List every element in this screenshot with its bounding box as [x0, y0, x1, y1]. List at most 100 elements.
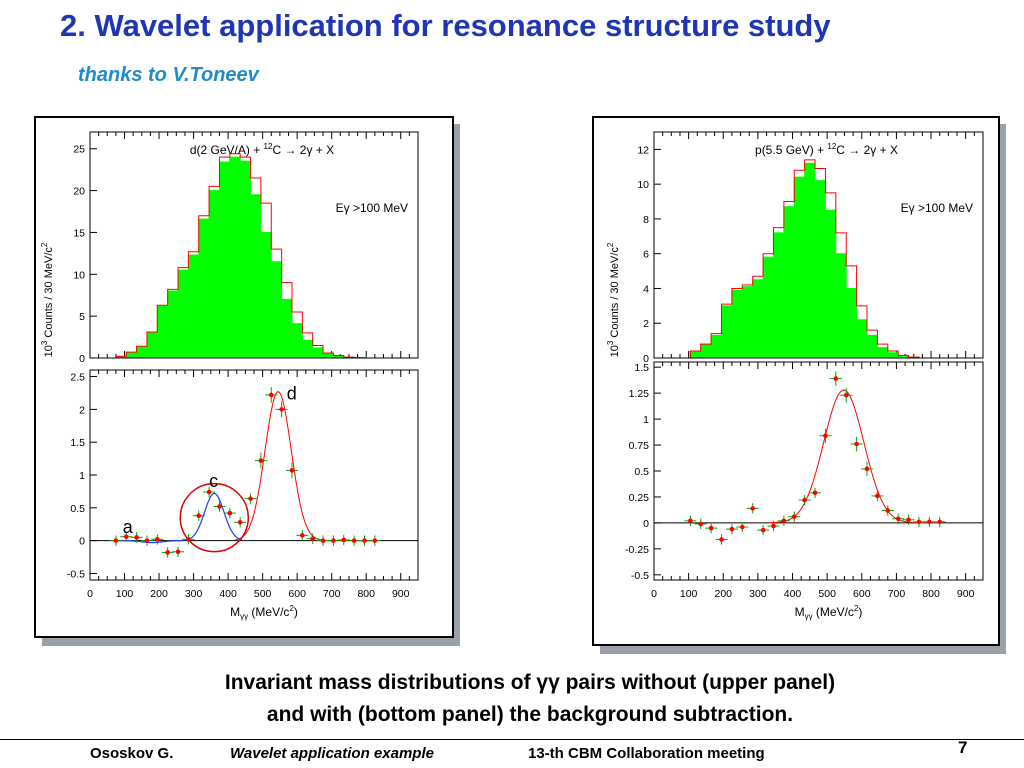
- right-bottom-ytick-label: 1: [643, 414, 649, 426]
- left-bottom-point: [217, 504, 222, 509]
- left-bottom-point: [206, 489, 212, 495]
- right-bottom-xlabel: Mγγ (MeV/c2): [795, 604, 863, 621]
- left-bottom-label-a: a: [123, 517, 134, 537]
- right-top-ytick-label: 12: [637, 144, 649, 156]
- right-top-plot-frame-top: [653, 131, 984, 359]
- right-top-bar: [856, 319, 868, 359]
- left-top-ytick-label: 0: [79, 353, 85, 365]
- left-bottom-point: [248, 496, 253, 501]
- right-bottom-point: [916, 519, 922, 525]
- right-top-outline-line: [689, 159, 920, 358]
- left-bottom-xtick-label: 300: [185, 588, 203, 600]
- left-bottom-point: [341, 537, 347, 543]
- right-top-bars: [689, 162, 920, 359]
- left-bottom-point: [331, 538, 336, 543]
- right-bottom-xtick-label: 800: [922, 588, 940, 600]
- left-top-bar: [125, 352, 138, 359]
- right-bottom-point: [802, 497, 807, 503]
- slide-subtitle: thanks to V.Toneev: [78, 64, 259, 86]
- left-top-bar: [218, 161, 231, 359]
- right-bottom-ytick-label: 1.25: [629, 388, 650, 400]
- left-top-bar: [250, 194, 262, 359]
- left-bottom-wavelet-curve: [117, 492, 243, 544]
- left-bottom-point: [123, 534, 129, 539]
- left-bottom-label-c: c: [209, 471, 218, 491]
- left-bottom-point: [258, 458, 264, 463]
- right-top-bar: [835, 253, 847, 359]
- right-top-bar: [845, 287, 858, 359]
- left-top-bar: [177, 269, 189, 359]
- left-top-bar: [270, 261, 283, 359]
- footer-author: Ososkov G.: [90, 745, 174, 762]
- right-bottom-point: [791, 514, 797, 519]
- right-bottom-ytick-label: 0: [643, 518, 649, 530]
- right-bottom-point: [708, 525, 714, 531]
- left-top-bar: [146, 332, 158, 359]
- right-top-bar: [793, 176, 806, 359]
- left-top-ytick-label: 10: [73, 269, 85, 281]
- right-bottom-xtick-label: 700: [888, 588, 906, 600]
- right-top-bar: [814, 180, 826, 359]
- right-top-bar: [721, 305, 733, 359]
- right-bottom-point: [729, 526, 735, 532]
- right-bottom-ytick-label: -0.5: [631, 570, 649, 582]
- right-bottom-point: [771, 523, 776, 529]
- right-bottom-point: [906, 517, 911, 523]
- left-top-bar: [208, 190, 220, 359]
- left-top-ytick-label: 25: [73, 144, 85, 156]
- left-top-bar: [281, 298, 293, 359]
- right-bottom-ytick-label: -0.25: [625, 544, 649, 556]
- right-top-bar: [824, 209, 837, 359]
- left-bottom-point: [155, 537, 160, 542]
- right-bottom-point: [927, 519, 932, 525]
- right-bottom-xtick-label: 500: [818, 588, 836, 600]
- left-bottom-xtick-label: 0: [87, 588, 93, 600]
- left-bottom-point: [144, 538, 150, 543]
- left-top-bar: [322, 353, 334, 359]
- right-top-bar: [752, 279, 764, 359]
- left-bottom-point: [279, 407, 284, 412]
- left-bottom-point: [289, 468, 295, 473]
- right-bottom-ytick-label: 0.5: [634, 466, 649, 478]
- right-top-bar: [887, 352, 899, 359]
- right-bottom-point: [937, 519, 943, 525]
- right-top-ytick-label: 0: [643, 353, 649, 365]
- figure-caption: Invariant mass distributions of γγ pairs…: [0, 667, 1024, 731]
- footer-topic: Wavelet application example: [230, 745, 434, 762]
- right-top-ytick-label: 6: [643, 249, 649, 261]
- left-bottom-point: [310, 536, 315, 541]
- right-bottom-xtick-label: 900: [957, 588, 975, 600]
- left-bottom-xlabel: Mγγ (MeV/c2): [230, 604, 298, 621]
- right-top-bar: [689, 350, 702, 359]
- right-bottom-xtick-label: 600: [853, 588, 871, 600]
- right-top-bar: [762, 256, 774, 359]
- left-top-ylabel: 103 Counts / 30 MeV/c2: [40, 242, 55, 357]
- right-bottom-ytick-label: 1.5: [634, 362, 649, 374]
- right-bottom-point: [740, 524, 745, 530]
- left-bottom-point: [165, 550, 170, 555]
- caption-line-2: and with (bottom panel) the background s…: [266, 703, 794, 726]
- left-bottom-xtick-label: 200: [150, 588, 168, 600]
- left-top-bar: [239, 160, 252, 359]
- right-top-bar: [772, 232, 785, 359]
- left-bottom-xtick-label: 800: [357, 588, 375, 600]
- footer-divider: [0, 739, 1024, 740]
- left-bottom-plot-frame: [89, 369, 419, 581]
- right-bottom-point: [750, 506, 755, 511]
- right-bottom-ytick-label: 0.25: [629, 492, 650, 504]
- right-bottom-points: [684, 371, 946, 545]
- right-top-bar: [700, 343, 712, 359]
- right-bottom-point: [833, 376, 839, 381]
- left-top-bar: [198, 218, 210, 359]
- left-bottom-point: [237, 519, 243, 525]
- right-bottom-xtick-label: 200: [714, 588, 732, 600]
- left-top-ytick-label: 20: [73, 186, 85, 198]
- right-top-bar: [866, 334, 878, 359]
- right-top-bar: [804, 162, 816, 359]
- left-top-bar: [229, 156, 241, 359]
- left-top-bar: [136, 346, 148, 359]
- left-top-bar: [260, 231, 272, 359]
- left-bottom-label-d: d: [287, 384, 297, 404]
- right-top-ytick-label: 8: [643, 214, 649, 226]
- right-bottom-xtick-label: 400: [784, 588, 802, 600]
